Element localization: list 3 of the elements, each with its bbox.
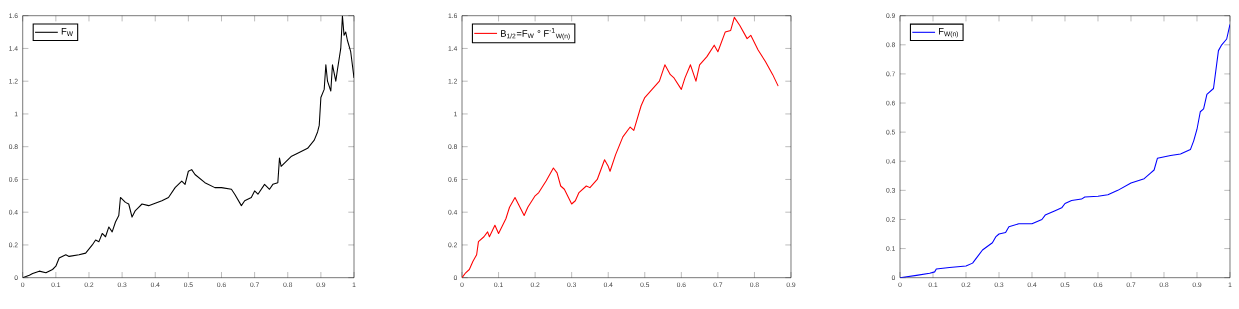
line-series <box>462 16 779 278</box>
legend-label: F$_{W(n)}$ <box>939 28 958 38</box>
legend-label: F$_{W}$ <box>61 28 73 36</box>
